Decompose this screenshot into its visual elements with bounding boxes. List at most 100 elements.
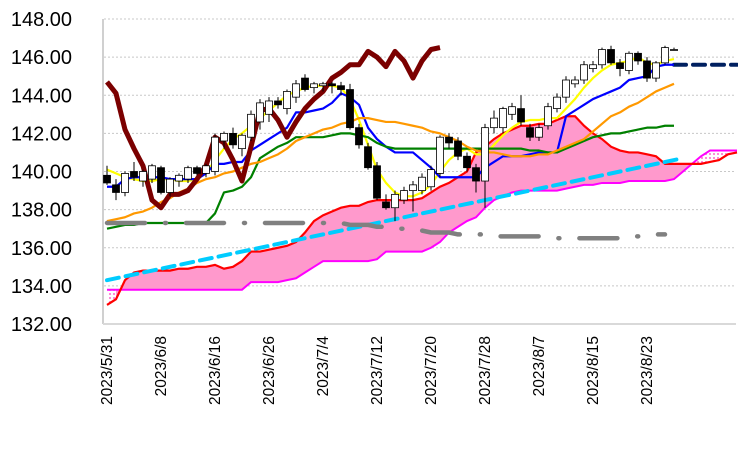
candle-body [319, 83, 327, 87]
ichimoku-cloud [106, 115, 738, 306]
candle-body [337, 85, 345, 90]
candle-body [508, 106, 516, 115]
candle-body [544, 106, 552, 127]
candle-body [499, 108, 507, 129]
y-tick-label: 138.00 [11, 200, 72, 222]
candle-body [526, 127, 534, 138]
candle-body [121, 173, 129, 193]
cloud-segment [404, 200, 413, 252]
candle-body [643, 60, 651, 79]
cloud-segment [179, 268, 188, 290]
x-tick-label: 2023/6/16 [207, 336, 224, 405]
cloud-segment [359, 202, 368, 262]
candle-body [238, 134, 246, 150]
cloud-segment [341, 205, 350, 262]
candle-body [130, 171, 138, 178]
candle-body [382, 201, 390, 209]
candle-body [220, 132, 228, 142]
y-tick-label: 132.00 [11, 314, 72, 336]
cloud-segment [224, 266, 233, 290]
cloud-segment [710, 150, 719, 162]
cloud-segment [512, 125, 521, 193]
candle-body [616, 62, 624, 69]
y-axis: 148.00 146.00 144.00 142.00 140.00 138.00 136.… [11, 9, 72, 336]
candle-body [274, 100, 282, 106]
cloud-segment [332, 207, 341, 262]
cloud-segment [278, 245, 287, 283]
cloud-segment [233, 261, 242, 290]
candle-body [580, 64, 588, 81]
cloud-segment [494, 133, 503, 201]
candle-body [589, 64, 597, 69]
candle-body [517, 108, 525, 123]
cloud-segment [152, 270, 161, 290]
candle-body [562, 79, 570, 98]
cloud-segment [575, 116, 584, 187]
candle-body [481, 127, 489, 182]
candle-body [355, 127, 363, 146]
candle-body [391, 193, 399, 209]
cloud-segment [503, 129, 512, 197]
y-tick-label: 134.00 [11, 276, 72, 298]
candle-body [436, 136, 444, 174]
candle-body [571, 79, 579, 85]
x-tick-label: 2023/7/4 [315, 336, 332, 397]
candle-body [400, 190, 408, 201]
cloud-segment [161, 270, 170, 290]
candle-body [328, 83, 336, 87]
cloud-segment [665, 163, 674, 182]
cloud-segment [413, 198, 422, 252]
y-tick-label: 144.00 [11, 85, 72, 107]
x-tick-label: 2023/8/15 [585, 336, 602, 405]
candle-body [148, 165, 156, 180]
candle-body [184, 167, 192, 180]
candle-body [346, 89, 354, 129]
candle-body [652, 62, 660, 79]
cloud-segment [638, 152, 647, 182]
candlesticks [103, 45, 678, 222]
cloud-segment [197, 266, 206, 290]
cloud-segment [422, 192, 431, 252]
candle-body [283, 91, 291, 109]
candle-body [454, 140, 462, 157]
leading-span-a-line [106, 115, 738, 306]
candle-body [256, 102, 264, 123]
cloud-segment [206, 264, 215, 290]
x-tick-label: 2023/7/28 [477, 336, 494, 405]
cloud-segment [557, 116, 566, 191]
cloud-segment [287, 242, 296, 281]
cloud-segment [440, 182, 449, 243]
cloud-segment [260, 249, 269, 283]
candle-body [103, 174, 111, 184]
cloud-segment [305, 221, 314, 273]
y-tick-label: 140.00 [11, 162, 72, 184]
cloud-segment [530, 123, 539, 191]
cloud-segment [548, 120, 557, 191]
y-tick-label: 136.00 [11, 238, 72, 260]
cloud-segment [323, 211, 332, 262]
leading-span-b-line [107, 149, 737, 291]
x-tick-label: 2023/5/31 [99, 336, 116, 405]
cloud-segment [107, 289, 116, 305]
candle-body [661, 47, 669, 64]
cloud-segment [701, 150, 710, 164]
candle-body [607, 49, 615, 64]
x-tick-label: 2023/7/12 [369, 336, 386, 405]
cloud-segment [593, 133, 602, 185]
candle-body [157, 167, 165, 193]
cloud-segment [458, 171, 467, 227]
candle-body [553, 96, 561, 109]
candle-body [472, 167, 480, 182]
candle-body [598, 49, 606, 66]
cloud-segment [296, 232, 305, 279]
x-tick-label: 2023/8/23 [639, 336, 656, 405]
candle-body [490, 117, 498, 129]
cloud-segment [269, 247, 278, 283]
candle-body [409, 184, 417, 191]
candle-body [166, 178, 174, 193]
candle-body [112, 184, 120, 193]
x-axis: 2023/5/31 2023/6/8 2023/6/16 2023/6/26 2023/… [99, 336, 656, 405]
candle-body [427, 169, 435, 188]
cloud-segment [368, 200, 377, 262]
